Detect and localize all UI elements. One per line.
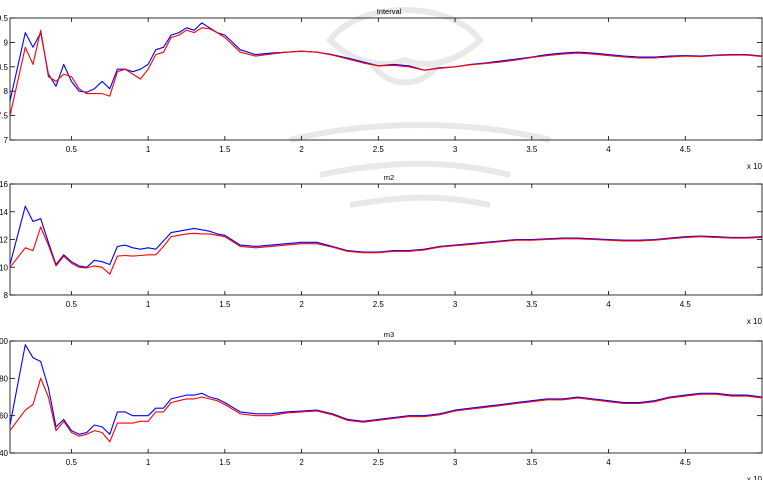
subplot-2: m2 0.5 1 1.5 2 2.5 3 3.5 4 4.5 8 10 12 14 16 x 10 — [0, 173, 763, 326]
subplot-title: m2 — [384, 173, 394, 182]
x-tick-label: 3.5 — [526, 458, 538, 467]
series-line-red — [9, 377, 763, 443]
x-tick-label: 4 — [606, 145, 611, 154]
series-line-blue — [9, 205, 763, 268]
subplot-3: m3 0.5 1 1.5 2 2.5 3 3.5 4 4.5 40 60 80 100 x 10 — [0, 330, 763, 480]
y-tick-label: 16 — [0, 180, 9, 189]
series-line-blue — [9, 344, 763, 435]
x-tick-label: 0.5 — [66, 458, 78, 467]
x-tick-label: 3 — [453, 458, 458, 467]
series-line-red — [9, 27, 763, 116]
x-tick-label: 1 — [146, 145, 151, 154]
y-tick-label: 60 — [0, 412, 9, 421]
x-tick-label: 4 — [606, 300, 611, 309]
subplot-1: Interval 0.5 1 1.5 2 2.5 3 3.5 4 4.5 7 7.5 8 8.5 9 9.5 x… — [0, 7, 763, 171]
x-tick-label: 4.5 — [680, 458, 692, 467]
x-tick-label: 1.5 — [219, 145, 231, 154]
x-tick-label: 3.5 — [526, 300, 538, 309]
x-tick-label: 4 — [606, 458, 611, 467]
x-tick-label: 1 — [146, 458, 151, 467]
y-tick-label: 100 — [0, 337, 9, 346]
y-tick-label: 7.5 — [0, 112, 9, 121]
x-tick-label: 0.5 — [66, 145, 78, 154]
y-tick-label: 8.5 — [0, 63, 9, 72]
y-tick-label: 8 — [4, 87, 9, 96]
y-tick-label: 8 — [4, 291, 9, 300]
x-tick-label: 2.5 — [373, 145, 385, 154]
y-tick-label: 12 — [0, 236, 9, 245]
x-tick-label: 2 — [299, 300, 304, 309]
x-tick-label: 1.5 — [219, 458, 231, 467]
x-tick-label: 4.5 — [680, 300, 692, 309]
x-tick-label: 3 — [453, 145, 458, 154]
x-tick-label: 2 — [299, 145, 304, 154]
x-tick-label: 1.5 — [219, 300, 231, 309]
series-line-red — [9, 226, 763, 275]
plot-frame — [9, 340, 763, 454]
subplot-title: m3 — [384, 330, 394, 339]
y-tick-label: 9.5 — [0, 14, 9, 23]
x-tick-label: 2.5 — [373, 458, 385, 467]
y-tick-label: 7 — [4, 136, 9, 145]
y-tick-label: 10 — [0, 263, 9, 272]
x-tick-label: 0.5 — [66, 300, 78, 309]
y-tick-label: 80 — [0, 374, 9, 383]
y-tick-label: 40 — [0, 449, 9, 458]
x-tick-label: 3.5 — [526, 145, 538, 154]
plot-frame — [9, 17, 763, 141]
x-tick-label: 1 — [146, 300, 151, 309]
x-exponent-label: x 10 — [747, 162, 763, 171]
series-line-blue — [9, 22, 763, 102]
x-tick-label: 3 — [453, 300, 458, 309]
x-exponent-label: x 10 — [747, 475, 763, 480]
x-tick-label: 2 — [299, 458, 304, 467]
x-tick-label: 4.5 — [680, 145, 692, 154]
y-tick-label: 14 — [0, 208, 9, 217]
x-exponent-label: x 10 — [747, 317, 763, 326]
subplot-title: Interval — [377, 7, 402, 16]
y-tick-label: 9 — [4, 38, 9, 47]
x-tick-label: 2.5 — [373, 300, 385, 309]
